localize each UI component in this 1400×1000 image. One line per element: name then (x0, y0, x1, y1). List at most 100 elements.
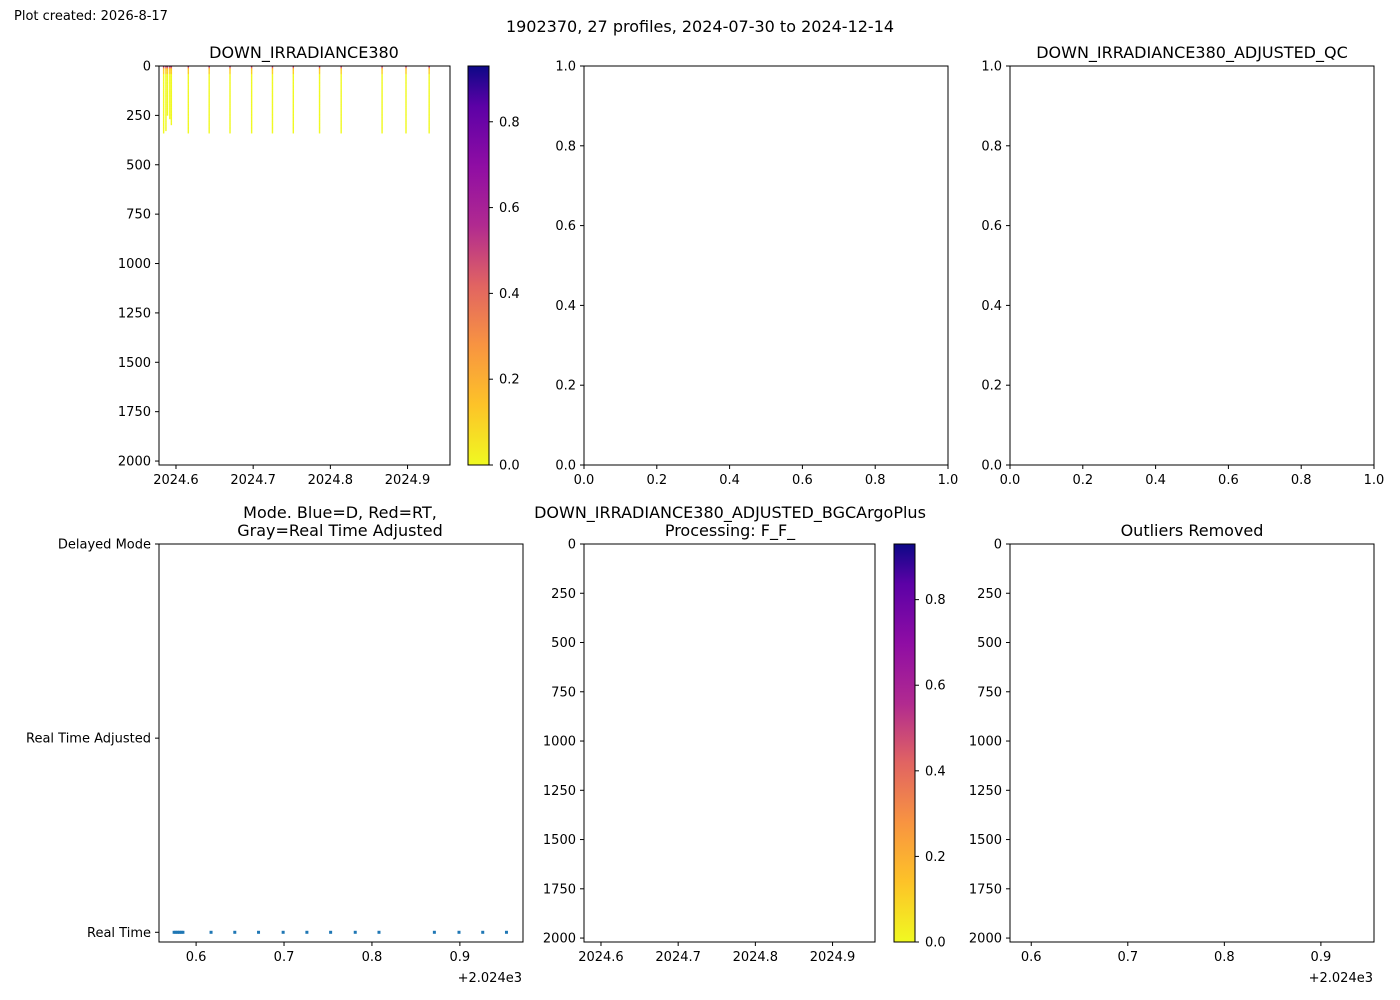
profile-point (165, 129, 167, 132)
profile-point (381, 73, 383, 76)
y-tick-label: 500 (126, 158, 151, 173)
profile-point (405, 123, 407, 126)
profile-point (250, 88, 253, 90)
profile-point (170, 66, 173, 69)
panel-title: Outliers Removed (1121, 521, 1264, 540)
profile-point (162, 72, 165, 75)
profile-point (165, 69, 167, 71)
profile-point (340, 103, 342, 106)
mode-point (181, 930, 185, 934)
profile-point (229, 71, 231, 74)
profile-point (318, 101, 321, 103)
x-tick-label: 0.6 (792, 473, 813, 488)
profile-point (271, 79, 274, 82)
profile-point (340, 127, 342, 129)
profile-point (165, 97, 167, 100)
profile-point (187, 84, 190, 87)
profile-point (292, 94, 295, 96)
profile-point (318, 66, 321, 69)
profile-point (165, 126, 167, 128)
profile-point (250, 105, 253, 108)
profile-point (187, 101, 190, 103)
profile-point (340, 91, 342, 94)
profile-point (428, 128, 430, 130)
profile-point (292, 111, 295, 114)
profile-point (162, 75, 165, 77)
profile-point (381, 75, 383, 77)
profile-point (318, 127, 321, 129)
profile-point (381, 113, 383, 115)
profile-point (428, 75, 430, 77)
profile-point (165, 77, 167, 79)
profile-point (170, 96, 173, 98)
x-tick-label: 0.2 (646, 473, 667, 488)
profile-point (318, 75, 321, 77)
profile-point (381, 114, 383, 116)
profile-point (292, 68, 295, 70)
profile-point (318, 108, 321, 110)
profile-point (250, 85, 253, 88)
profile-point (187, 78, 190, 81)
profile-point (229, 109, 231, 111)
profile-point (405, 82, 407, 84)
profile-point (169, 117, 171, 120)
profile-point (166, 70, 169, 72)
profile-point (162, 109, 165, 111)
profile-point (271, 97, 274, 100)
profile-point (229, 115, 231, 117)
profile-point (208, 78, 210, 81)
profile-point (165, 73, 167, 76)
profile-point (292, 102, 295, 104)
profile-point (428, 103, 430, 106)
profile-point (381, 130, 383, 133)
profile-point (165, 98, 167, 101)
y-tick-label: 0 (143, 60, 151, 75)
profile-point (428, 107, 430, 109)
x-tick-label: 0.8 (865, 473, 886, 488)
profile-point (271, 82, 274, 84)
profile-point (405, 88, 407, 90)
profile-point (340, 90, 342, 92)
figure-title: 1902370, 27 profiles, 2024-07-30 to 2024… (506, 17, 894, 36)
y-tick-label: 750 (126, 208, 151, 223)
profile-point (271, 124, 274, 127)
profile-point (292, 107, 295, 109)
profile-point (271, 92, 274, 95)
profile-point (428, 120, 430, 122)
profile-point (169, 87, 171, 89)
profile-point (271, 127, 274, 129)
profile-point (381, 105, 383, 108)
profile-point (271, 104, 274, 107)
y-tick-label: 2000 (969, 932, 1002, 947)
y-tick-label: 250 (551, 587, 576, 602)
profile-point (318, 70, 321, 72)
profile-point (318, 113, 321, 115)
profile-point (428, 77, 430, 79)
profile-point (170, 75, 173, 77)
profile-point (208, 113, 210, 115)
profile-point (187, 92, 190, 95)
profile-point (340, 128, 342, 130)
profile-point (428, 126, 430, 128)
profile-point (162, 87, 165, 89)
profile-point (165, 71, 167, 74)
profile-point (162, 113, 165, 115)
profile-point (162, 73, 165, 76)
profile-point (162, 116, 165, 119)
profile-point (381, 79, 383, 82)
profile-point (169, 113, 171, 115)
profile-point (271, 94, 274, 96)
profile-point (229, 128, 231, 130)
profile-point (165, 87, 167, 89)
profile-point (340, 89, 342, 91)
profile-point (340, 87, 342, 89)
profile-point (229, 101, 231, 103)
profile-point (292, 97, 295, 100)
profile-point (165, 83, 167, 85)
profile-point (170, 84, 173, 87)
profile-point (229, 111, 231, 114)
profile-point (340, 123, 342, 126)
y-tick-label: 0.8 (981, 139, 1002, 154)
profile-point (292, 115, 295, 117)
profile-point (292, 77, 295, 79)
